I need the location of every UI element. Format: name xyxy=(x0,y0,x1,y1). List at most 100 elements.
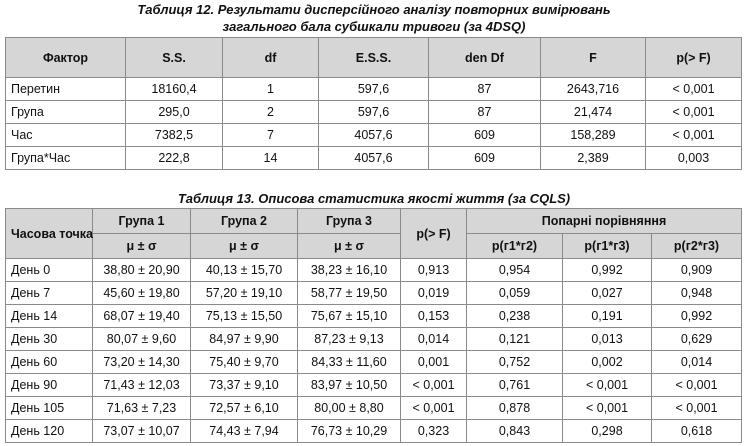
table-cell: 0,019 xyxy=(400,281,467,305)
table-cell: 57,20 ± 19,10 xyxy=(190,281,298,305)
table-cell: 14 xyxy=(222,146,319,170)
table-cell: 609 xyxy=(428,123,541,147)
table-cell: День 0 xyxy=(5,258,93,282)
table-cell: 71,43 ± 12,03 xyxy=(92,373,191,397)
table-caption: Таблиця 13. Описова статистика якості жи… xyxy=(177,191,571,206)
table-cell: 84,33 ± 11,60 xyxy=(297,350,401,374)
table-cell: 21,474 xyxy=(540,100,646,124)
table-cell: 0,843 xyxy=(466,419,563,443)
table-cell: 18160,4 xyxy=(125,77,223,101)
table-cell: < 0,001 xyxy=(650,373,743,397)
header-cell: Група 3 xyxy=(297,208,401,234)
table-cell: День 90 xyxy=(5,373,93,397)
table-cell: 0,003 xyxy=(645,146,742,170)
table-cell: 68,07 ± 19,40 xyxy=(92,304,191,328)
header-cell: p(г2*г3) xyxy=(650,233,743,259)
table: Часова точка Група 1 Група 2 Група 3 p(> F) П… xyxy=(5,208,743,443)
table-cell: 38,80 ± 20,90 xyxy=(92,258,191,282)
header-cell: S.S. xyxy=(125,37,223,78)
table-cell: 295,0 xyxy=(125,100,223,124)
table-cell: 2643,716 xyxy=(540,77,646,101)
table-cell: 597,6 xyxy=(318,77,429,101)
table-row: Група*Час 222,8 14 4057,6 609 2,389 0,003 xyxy=(5,146,742,170)
header-cell: p(г1*г2) xyxy=(466,233,563,259)
header-cell: Часова точка xyxy=(5,208,93,259)
table-cell: 74,43 ± 7,94 xyxy=(190,419,298,443)
table-cell: 0,153 xyxy=(400,304,467,328)
table-cell: 38,23 ± 16,10 xyxy=(297,258,401,282)
table-cell: < 0,001 xyxy=(650,396,743,420)
table-cell: 0,948 xyxy=(650,281,743,305)
table-cell: 4057,6 xyxy=(318,123,429,147)
table-cell: 0,001 xyxy=(400,350,467,374)
table-cell: 0,913 xyxy=(400,258,467,282)
table-cell: День 120 xyxy=(5,419,93,443)
header-cell: p(> F) xyxy=(645,37,742,78)
table-row: День 7 45,60 ± 19,80 57,20 ± 19,10 58,77 ± … xyxy=(5,281,743,305)
table-cell: 73,37 ± 9,10 xyxy=(190,373,298,397)
table-cell: 0,014 xyxy=(650,350,743,374)
table-cell: 84,97 ± 9,90 xyxy=(190,327,298,351)
table-cell: 0,629 xyxy=(650,327,743,351)
table-cell: 0,323 xyxy=(400,419,467,443)
table-cell: 0,013 xyxy=(562,327,652,351)
table-cell: День 60 xyxy=(5,350,93,374)
table-row: Перетин 18160,4 1 597,6 87 2643,716 < 0,001 xyxy=(5,77,742,101)
table-cell: 76,73 ± 10,29 xyxy=(297,419,401,443)
table-cell: 7382,5 xyxy=(125,123,223,147)
table-cell: 0,992 xyxy=(650,304,743,328)
table-cell: 0,059 xyxy=(466,281,563,305)
table-caption: Таблиця 12. Результати дисперсійного ана… xyxy=(137,2,611,34)
table-cell: 73,07 ± 10,07 xyxy=(92,419,191,443)
table-row: Група 295,0 2 597,6 87 21,474 < 0,001 xyxy=(5,100,742,124)
table-cell: 75,13 ± 15,50 xyxy=(190,304,298,328)
table-cell: 1 xyxy=(222,77,319,101)
table-cell: 0,027 xyxy=(562,281,652,305)
table-cell: 58,77 ± 19,50 xyxy=(297,281,401,305)
header-cell: Група 2 xyxy=(190,208,298,234)
table-cell: 4057,6 xyxy=(318,146,429,170)
table-cell: 0,238 xyxy=(466,304,563,328)
table-cell: 45,60 ± 19,80 xyxy=(92,281,191,305)
header-row: Часова точка Група 1 Група 2 Група 3 p(> F) П… xyxy=(5,208,743,259)
header-cell: E.S.S. xyxy=(318,37,429,78)
header-cell: μ ± σ xyxy=(297,233,401,259)
table-cell: 80,00 ± 8,80 xyxy=(297,396,401,420)
table-cell: 72,57 ± 6,10 xyxy=(190,396,298,420)
table-cell: 87 xyxy=(428,77,541,101)
table-row: День 30 80,07 ± 9,60 84,97 ± 9,90 87,23 ± 9… xyxy=(5,327,743,351)
table-cell: 0,298 xyxy=(562,419,652,443)
table-cell: 75,40 ± 9,70 xyxy=(190,350,298,374)
table-cell: 71,63 ± 7,23 xyxy=(92,396,191,420)
table-cell: < 0,001 xyxy=(400,396,467,420)
table-cell: 609 xyxy=(428,146,541,170)
table-cell: < 0,001 xyxy=(562,373,652,397)
table-cell: 80,07 ± 9,60 xyxy=(92,327,191,351)
table-row: День 0 38,80 ± 20,90 40,13 ± 15,70 38,23 ± … xyxy=(5,258,743,282)
header-cell: den Df xyxy=(428,37,541,78)
table-cell: 0,878 xyxy=(466,396,563,420)
table-cell: Час xyxy=(5,123,126,147)
table-cell: 0,014 xyxy=(400,327,467,351)
table-cell: 87,23 ± 9,13 xyxy=(297,327,401,351)
table-cell: 2,389 xyxy=(540,146,646,170)
table-cell: < 0,001 xyxy=(562,396,652,420)
table-cell: Перетин xyxy=(5,77,126,101)
header-cell: p(г1*г3) xyxy=(562,233,652,259)
table-cell: < 0,001 xyxy=(645,100,742,124)
table-row: День 14 68,07 ± 19,40 75,13 ± 15,50 75,67 ±… xyxy=(5,304,743,328)
table-cell: 0,761 xyxy=(466,373,563,397)
table-cell: 0,954 xyxy=(466,258,563,282)
table-cell: < 0,001 xyxy=(645,123,742,147)
table-cell: 83,97 ± 10,50 xyxy=(297,373,401,397)
table-cell: День 30 xyxy=(5,327,93,351)
table-cell: 2 xyxy=(222,100,319,124)
header-cell: Попарні порівняння xyxy=(465,208,743,234)
table-cell: 0,909 xyxy=(650,258,743,282)
table-cell: 87 xyxy=(428,100,541,124)
table-row: День 105 71,63 ± 7,23 72,57 ± 6,10 80,00 ± … xyxy=(5,396,743,420)
table-cell: 0,191 xyxy=(562,304,652,328)
header-cell: Група 1 xyxy=(92,208,191,234)
